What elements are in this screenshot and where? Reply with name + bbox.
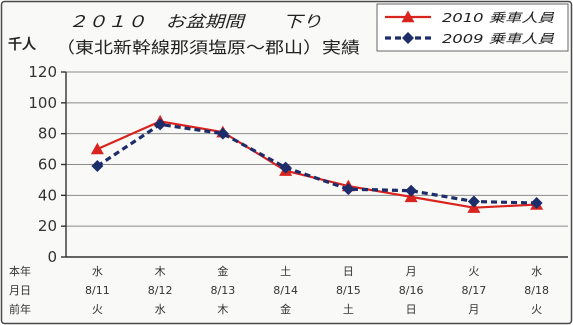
x-date-label: 8/18	[524, 284, 549, 297]
x-row-label: 本年	[9, 264, 31, 278]
series-layer	[90, 114, 544, 213]
chart-subtitle: （東北新幹線那須塩原～郡山）実績	[56, 38, 360, 57]
x-axis-table: 本年月日前年水木金土日月火水8/11 8/12 8/13 8/14 8/15 8/16 8/…	[9, 264, 549, 316]
x-weekday-prev-year: 火	[92, 303, 103, 316]
series-2-marker	[216, 127, 229, 140]
series-2-marker	[405, 184, 418, 197]
series-2-marker	[279, 161, 292, 174]
series-2-marker	[154, 118, 167, 131]
y-tick-label: 80	[38, 125, 57, 143]
x-weekday-this-year: 木	[155, 265, 166, 278]
legend-entry-2009: 2009 乗車人員	[385, 31, 555, 46]
x-date-label: 8/17	[462, 284, 487, 297]
x-weekday-this-year: 水	[92, 265, 103, 278]
x-weekday-prev-year: 水	[155, 303, 166, 316]
x-weekday-prev-year: 日	[406, 303, 417, 316]
x-weekday-prev-year: 木	[217, 303, 228, 316]
x-row-label: 月日	[9, 284, 31, 297]
x-weekday-this-year: 水	[531, 265, 542, 278]
x-weekday-this-year: 火	[468, 265, 479, 278]
x-date-label: 8/12	[148, 284, 173, 297]
y-tick-label: 120	[28, 63, 57, 81]
y-tick-label: 100	[28, 94, 57, 112]
x-weekday-this-year: 日	[343, 265, 354, 278]
x-weekday-prev-year: 土	[343, 303, 354, 316]
y-tick-label: 60	[38, 156, 57, 174]
x-weekday-prev-year: 月	[468, 303, 479, 316]
series-line-2	[96, 122, 537, 205]
series-2-marker	[530, 197, 543, 210]
legend-marker	[401, 10, 415, 23]
y-axis-unit-label: 千人	[8, 36, 37, 53]
legend-label: 2010 乗車人員	[442, 10, 555, 25]
x-weekday-this-year: 金	[217, 264, 228, 278]
x-weekday-this-year: 土	[280, 265, 291, 278]
legend: 2010 乗車人員 2009 乗車人員	[376, 3, 569, 52]
series-2-marker	[91, 160, 104, 173]
y-tick-label: 40	[38, 186, 57, 204]
series-1-marker	[90, 142, 104, 155]
series-2-marker	[342, 183, 355, 196]
x-weekday-this-year: 月	[406, 265, 417, 278]
legend-marker	[402, 32, 414, 44]
series-2-marker	[467, 195, 480, 208]
x-date-label: 8/15	[336, 284, 361, 297]
x-weekday-prev-year: 火	[531, 303, 542, 316]
x-row-label: 前年	[9, 302, 31, 316]
legend-box	[376, 3, 569, 52]
x-date-label: 8/13	[211, 284, 236, 297]
chart-title: ２０１０ お盆期間 下り	[68, 12, 322, 31]
gridlines	[61, 71, 568, 258]
x-weekday-prev-year: 金	[280, 302, 291, 316]
y-tick-label: 0	[47, 248, 57, 266]
x-date-label: 8/11	[85, 284, 110, 297]
y-tick-label: 20	[38, 217, 57, 235]
legend-entry-2010: 2010 乗車人員	[385, 10, 555, 25]
x-date-label: 8/16	[399, 284, 424, 297]
legend-label: 2009 乗車人員	[442, 31, 555, 46]
x-date-label: 8/14	[273, 284, 298, 297]
y-tick-labels: 0 20 40 60 80 100 120	[28, 63, 57, 266]
